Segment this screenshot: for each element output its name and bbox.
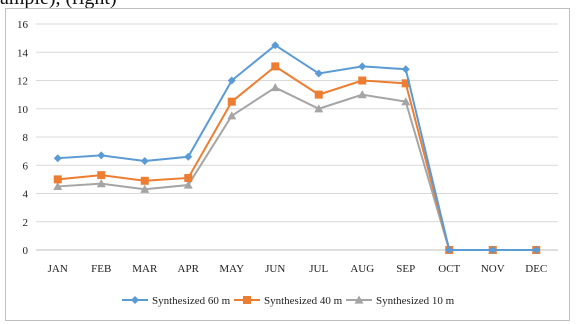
data-point [227, 76, 236, 85]
data-point [532, 246, 541, 254]
y-tick-label: 6 [23, 160, 29, 172]
data-point [401, 79, 410, 88]
legend-label: Synthesized 60 m [152, 295, 231, 307]
legend-label: Synthesized 10 m [376, 295, 455, 307]
data-point [314, 90, 323, 99]
x-tick-label: DEC [525, 263, 547, 275]
series-line [57, 86, 537, 251]
x-tick-label: JAN [48, 263, 68, 275]
data-point [227, 111, 237, 120]
x-tick-label: JUN [265, 263, 285, 275]
data-point [357, 90, 367, 99]
data-point [53, 154, 62, 163]
data-point [53, 181, 63, 191]
data-point [488, 246, 497, 254]
data-point [140, 157, 149, 166]
data-point [227, 97, 236, 106]
y-tick-label: 10 [17, 104, 29, 116]
data-point [96, 179, 106, 188]
chart-frame [5, 8, 570, 321]
data-point [184, 152, 193, 161]
figure-caption-fragment: ample), (right) [0, 0, 576, 9]
legend-marker [131, 296, 139, 304]
y-tick-label: 8 [23, 132, 29, 144]
legend-marker [243, 296, 251, 304]
data-point [53, 175, 62, 184]
data-point [271, 62, 280, 71]
data-point [358, 62, 367, 71]
data-point [314, 69, 323, 78]
x-tick-label: MAY [219, 263, 244, 275]
data-point [314, 104, 324, 113]
data-point [184, 173, 193, 182]
x-tick-label: APR [178, 263, 200, 275]
data-point [271, 41, 280, 50]
y-tick-label: 14 [17, 47, 29, 59]
x-tick-label: SEP [396, 263, 415, 275]
y-tick-label: 0 [23, 245, 29, 257]
y-tick-label: 2 [23, 217, 29, 229]
x-tick-label: NOV [481, 263, 505, 275]
x-tick-label: AUG [350, 263, 374, 275]
x-tick-label: OCT [438, 263, 460, 275]
data-point [140, 176, 149, 185]
x-tick-label: FEB [91, 263, 111, 275]
y-tick-label: 12 [17, 76, 28, 88]
y-tick-label: 4 [23, 189, 29, 201]
data-point [140, 184, 150, 193]
series-line [57, 43, 537, 251]
data-point [401, 65, 410, 74]
x-tick-label: JUL [309, 263, 328, 275]
legend-label: Synthesized 40 m [264, 295, 343, 307]
data-point [401, 97, 411, 106]
legend-marker [354, 295, 364, 304]
data-point [97, 171, 106, 180]
data-point [183, 180, 193, 189]
data-point [358, 76, 367, 85]
data-point [445, 246, 454, 254]
data-point [97, 151, 106, 160]
data-point [270, 83, 280, 92]
x-tick-label: MAR [132, 263, 158, 275]
y-tick-label: 16 [17, 19, 29, 31]
